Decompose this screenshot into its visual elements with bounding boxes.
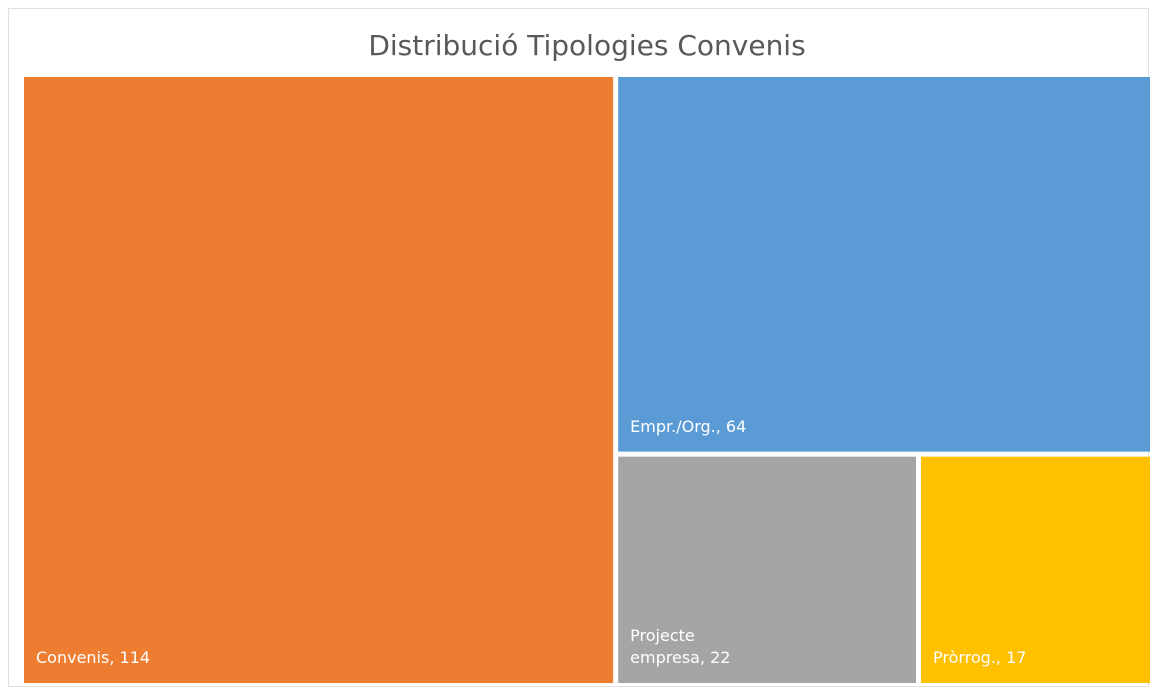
tile-label-wrap: Empr./Org., 64	[618, 77, 1150, 452]
tile-label-wrap: Pròrrog., 17	[921, 457, 1150, 683]
treemap-tile	[618, 456, 916, 683]
treemap-tile	[618, 77, 1150, 452]
tile-label-wrap: Convenis, 114	[24, 77, 613, 683]
tile-label-box: Projecte empresa, 22	[618, 457, 916, 683]
chart-title: Distribució Tipologies Convenis	[368, 29, 805, 62]
treemap-tile	[24, 77, 614, 683]
tile-label-wrap: Projecte empresa, 22	[618, 457, 916, 683]
tile-label-box: Empr./Org., 64	[618, 77, 1150, 452]
tile-label: Empr./Org., 64	[630, 416, 747, 436]
treemap-tile	[920, 456, 1150, 683]
tile-label-box: Convenis, 114	[24, 77, 613, 683]
tile-label: Pròrrog., 17	[932, 647, 1027, 667]
tile-label: Convenis, 114	[36, 648, 151, 667]
tile-label-box: Pròrrog., 17	[921, 457, 1150, 683]
tile-label: Projecte empresa, 22	[630, 625, 731, 667]
